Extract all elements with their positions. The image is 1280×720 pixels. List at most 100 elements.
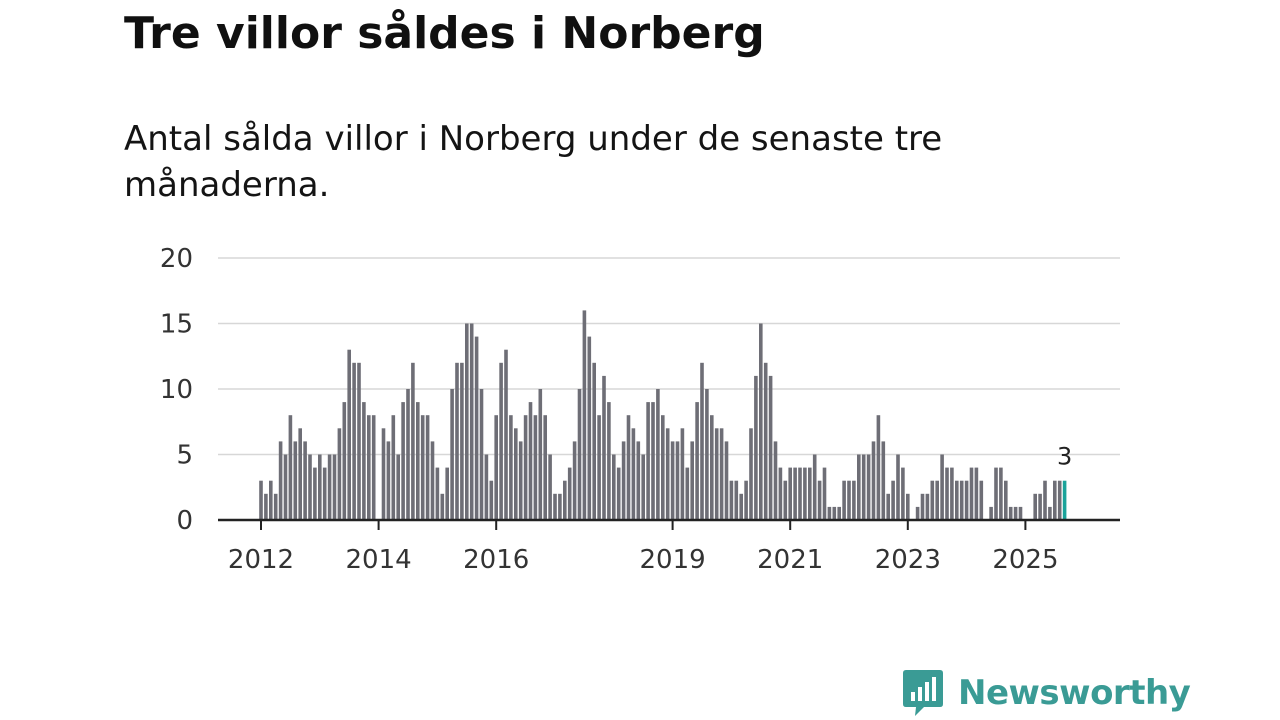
bar: [347, 349, 351, 520]
chart-title: Tre villor såldes i Norberg: [124, 8, 765, 59]
bar: [592, 362, 596, 520]
bar: [920, 493, 925, 520]
bar: [935, 480, 939, 520]
bar: [734, 480, 739, 520]
bar: [435, 467, 440, 520]
bar: [793, 467, 797, 520]
bar: [950, 467, 954, 520]
bar: [773, 441, 778, 520]
bar: [641, 454, 645, 520]
bar: [469, 323, 474, 520]
bar: [308, 454, 312, 520]
bar: [401, 402, 405, 520]
bar: [1038, 493, 1042, 520]
bar: [420, 415, 425, 520]
bar: [999, 467, 1003, 520]
bar: [406, 389, 410, 520]
bar: [842, 480, 846, 520]
bar: [612, 454, 616, 520]
bar: [724, 441, 729, 520]
bar: [518, 441, 523, 520]
bar: [925, 493, 930, 520]
bar: [754, 375, 758, 520]
bar: [861, 454, 866, 520]
bar: [808, 467, 812, 520]
bar: [827, 506, 832, 520]
bar: [587, 336, 592, 520]
bar: [729, 480, 734, 520]
bar: [567, 467, 572, 520]
bar: [959, 480, 964, 520]
bar: [857, 454, 861, 520]
y-tick-label: 0: [176, 506, 193, 536]
bar: [273, 493, 278, 520]
bar: [680, 428, 685, 520]
bar: [665, 428, 670, 520]
x-tick-label: 2025: [992, 545, 1058, 575]
bar: [1018, 506, 1023, 520]
bar: [528, 402, 533, 520]
bar: [866, 454, 871, 520]
bar: [533, 415, 538, 520]
bar: [690, 441, 694, 520]
bar: [832, 506, 837, 520]
bar: [955, 480, 959, 520]
bar: [714, 428, 719, 520]
bar: [974, 467, 979, 520]
bar: [1057, 480, 1062, 520]
bar: [964, 480, 969, 520]
x-tick-label: 2014: [346, 545, 412, 575]
bar: [812, 454, 817, 520]
bar: [479, 389, 484, 520]
y-tick-label: 20: [160, 244, 193, 274]
bar: [607, 402, 611, 520]
bar: [710, 415, 714, 520]
bar: [416, 402, 420, 520]
bar: [763, 362, 768, 520]
bar: [386, 441, 391, 520]
bar-chart: 0 5 10 15 20 2012 2014 2016 2019 2021 2023 2025 3: [160, 244, 1120, 575]
bar: [930, 480, 935, 520]
bar: [499, 362, 503, 520]
bar: [847, 480, 851, 520]
bar: [357, 362, 361, 520]
bar: [803, 467, 807, 520]
y-tick-label: 10: [160, 375, 193, 405]
x-tick-label: 2016: [463, 545, 529, 575]
bar: [577, 389, 582, 520]
bar: [327, 454, 332, 520]
bar: [303, 441, 307, 520]
bar: [465, 323, 469, 520]
bar: [278, 441, 283, 520]
bar: [455, 362, 459, 520]
bar: [259, 480, 263, 520]
bar: [994, 467, 998, 520]
bar: [822, 467, 827, 520]
bar: [616, 467, 621, 520]
bar: [852, 480, 856, 520]
bar: [332, 454, 337, 520]
bar: [318, 454, 322, 520]
y-tick-label: 15: [160, 310, 193, 340]
y-tick-label: 5: [176, 441, 193, 471]
bar: [362, 402, 366, 520]
bar-latest: [1062, 480, 1067, 520]
bar: [313, 467, 317, 520]
x-tick-label: 2023: [875, 545, 941, 575]
bar: [798, 467, 802, 520]
bar: [269, 480, 273, 520]
bar: [901, 467, 905, 520]
bar: [881, 441, 886, 520]
bar-series: [259, 310, 1067, 520]
bar: [504, 349, 508, 520]
bar: [509, 415, 513, 520]
bar: [621, 441, 626, 520]
bar: [391, 415, 396, 520]
bar: [367, 415, 371, 520]
bar: [558, 493, 562, 520]
bar: [979, 480, 984, 520]
bar: [288, 415, 293, 520]
bar: [1053, 480, 1057, 520]
bar: [548, 454, 552, 520]
bar: [597, 415, 601, 520]
